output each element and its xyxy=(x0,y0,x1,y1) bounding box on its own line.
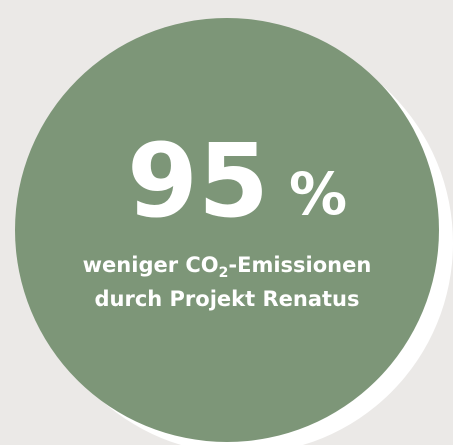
caption-line1: weniger CO2-Emissionen xyxy=(83,253,372,281)
green-circle xyxy=(15,18,439,442)
stat-number: 95 xyxy=(127,122,269,241)
caption-text: weniger CO xyxy=(83,253,219,277)
caption-subscript: 2 xyxy=(219,265,229,281)
caption-text: -Emissionen xyxy=(228,253,371,277)
stat-unit: % xyxy=(289,160,347,228)
caption-line2: durch Projekt Renatus xyxy=(94,287,359,311)
